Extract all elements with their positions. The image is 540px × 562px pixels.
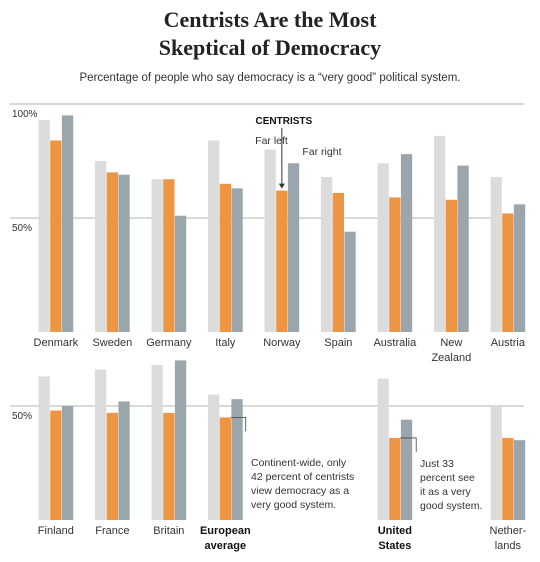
bar-austria-far-right [513, 204, 526, 332]
chart-title-line-2: Skeptical of Democracy [158, 35, 382, 60]
category-label-sweden: Sweden [92, 337, 132, 349]
annotation-leader-european-average [231, 416, 247, 432]
bar-australia-far-right [400, 154, 413, 332]
annotation-united-states: Just 33 percent see it as a very good syste… [420, 458, 482, 512]
bar-denmark-far-right [61, 115, 74, 333]
category-label-nether-lands: Nether-lands [490, 525, 527, 552]
chart-subtitle: Percentage of people who say democracy i… [79, 72, 461, 84]
annotation-european-average: Continent-wide, only 42 percent of centri… [251, 457, 354, 511]
bar-germany-centrists [163, 179, 175, 332]
bar-spain-far-left [321, 176, 333, 332]
chart-title-line-1: Centrists Are the Most [163, 7, 377, 32]
bar-italy-centrists [219, 183, 231, 332]
bar-new-zealand-centrists [445, 199, 457, 332]
category-label-spain: Spain [324, 337, 352, 349]
bar-spain-centrists [332, 192, 344, 332]
bar-britain-far-left [151, 364, 163, 520]
bar-finland-far-right [61, 406, 74, 520]
annotation-far-right: Far right [302, 146, 341, 158]
annotation-leader-united-states [400, 437, 417, 452]
category-label-austria: Austria [491, 337, 526, 349]
category-label-france: France [95, 525, 129, 537]
bar-denmark-centrists [50, 140, 62, 332]
bar-france-far-left [95, 369, 107, 520]
category-label-germany: Germany [146, 337, 192, 349]
bar-sweden-centrists [106, 172, 118, 332]
bar-sweden-far-left [95, 161, 107, 332]
bar-australia-centrists [389, 197, 401, 332]
bar-nether-lands-far-right [513, 440, 526, 520]
bar-norway-far-right [287, 163, 300, 332]
y-tick-label-50-lower: 50% [12, 411, 32, 422]
category-label-finland: Finland [38, 525, 74, 537]
bar-france-centrists [106, 412, 118, 520]
annotation-far-left: Far left [255, 135, 288, 147]
bar-finland-centrists [50, 410, 62, 520]
bar-spain-far-right [344, 231, 356, 332]
bar-britain-far-right [174, 360, 187, 520]
category-label-italy: Italy [215, 337, 236, 349]
bar-european-average-far-right [231, 399, 243, 520]
bar-austria-far-left [490, 176, 502, 332]
bar-united-states-far-left [377, 378, 389, 520]
category-label-united-states: United States [378, 525, 412, 552]
bar-finland-far-left [38, 376, 50, 520]
category-label-european-average: European average [200, 525, 251, 552]
category-label-norway: Norway [263, 337, 301, 349]
bar-nether-lands-far-left [490, 406, 502, 520]
annotation-centrists-arrowhead [278, 183, 285, 189]
y-tick-label-50-upper: 50% [12, 223, 32, 234]
category-label-new-zealand: New Zealand [431, 337, 471, 364]
annotation-centrists: CENTRISTS [256, 116, 313, 127]
bar-germany-far-left [151, 179, 163, 332]
bar-norway-far-left [264, 149, 276, 332]
bar-sweden-far-right [118, 174, 130, 332]
category-label-denmark: Denmark [34, 337, 79, 349]
bar-united-states-centrists [389, 437, 401, 520]
bar-germany-far-right [174, 215, 187, 332]
bar-france-far-right [118, 401, 130, 520]
bar-australia-far-left [377, 163, 389, 332]
category-label-britain: Britain [153, 525, 184, 537]
bar-nether-lands-centrists [502, 437, 514, 520]
category-label-australia: Australia [373, 337, 417, 349]
bar-italy-far-right [231, 188, 243, 332]
bar-italy-far-left [208, 140, 220, 332]
bar-united-states-far-right [400, 419, 413, 520]
bar-new-zealand-far-left [434, 135, 446, 332]
y-tick-label-100-upper: 100% [12, 109, 38, 120]
bar-norway-centrists [276, 190, 288, 332]
bar-european-average-far-left [208, 394, 220, 520]
bar-european-average-centrists [219, 417, 231, 520]
bar-new-zealand-far-right [457, 165, 469, 332]
bar-austria-centrists [502, 213, 514, 332]
bar-britain-centrists [163, 412, 175, 520]
bar-denmark-far-left [38, 119, 50, 333]
